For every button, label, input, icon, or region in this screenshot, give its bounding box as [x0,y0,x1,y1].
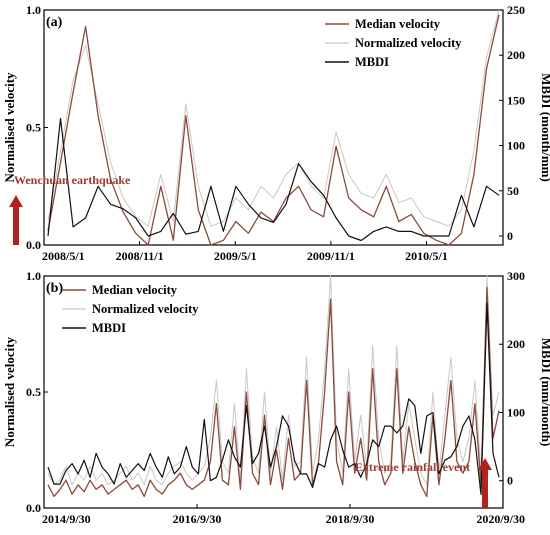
legend-label: Normalized velocity [355,36,462,50]
y2-tick-label: 200 [507,48,525,62]
x-tick-label: 2009/5/1 [214,249,257,263]
x-tick-label: 2014/9/30 [42,512,91,526]
y-tick-label: 1.0 [26,269,41,283]
y-tick-label: 0.5 [26,385,41,399]
y-tick-label: 1.0 [26,3,41,17]
panel-label: (a) [46,15,63,30]
legend-label: MBDI [355,55,389,69]
x-tick-label: 2020/9/30 [476,512,525,526]
panel-label: (b) [46,281,63,296]
y-tick-label: 0.0 [26,501,41,515]
event-arrow-shaft [13,205,19,245]
event-arrow-head [478,458,492,470]
legend-label: Normalized velocity [92,302,199,316]
x-tick-label: 2009/11/1 [307,249,355,263]
y2-tick-label: 150 [507,93,525,107]
x-tick-label: 2008/5/1 [42,249,85,263]
event-arrow-shaft [482,468,488,508]
y2-axis-title: MBDI (month/mm) [539,73,550,182]
y2-tick-label: 100 [507,405,525,419]
y2-tick-label: 0 [507,474,513,488]
x-tick-label: 2008/11/1 [116,249,164,263]
y2-tick-label: 250 [507,3,525,17]
series-line-median-velocity [47,286,500,498]
x-tick-label: 2016/9/30 [173,512,222,526]
event-annotation: Wenchuan earthquake [14,173,131,187]
y-tick-label: 0.0 [26,238,41,252]
series-line-mbdi [47,302,500,495]
y2-tick-label: 100 [507,139,525,153]
event-arrow-head [9,195,23,207]
y-axis-title: Normalised velocity [2,72,17,183]
y2-axis-title: MBDI (mm/month) [539,338,550,447]
series-line-mbdi [47,117,500,242]
y2-tick-label: 0 [507,229,513,243]
x-tick-label: 2018/9/30 [326,512,375,526]
x-tick-label: 2010/5/1 [405,249,448,263]
legend-label: Median velocity [355,17,441,31]
legend-label: Median velocity [92,283,178,297]
legend-label: MBDI [92,321,126,335]
y-tick-label: 0.5 [26,121,41,135]
event-annotation: Extreme rainfall event [355,460,470,474]
y2-tick-label: 200 [507,337,525,351]
series-line-normalized-velocity [47,9,500,227]
panel-b: 0.0 0.5 1.0 0 100 200 300 2014/9/30 2016/9/30 201… [2,269,550,526]
panel-a: 0.0 0.5 1.0 0 50 100 150 200 250 2008/5/1 2008/11/… [2,3,550,263]
y-axis-title: Normalised velocity [2,336,17,447]
y2-tick-label: 300 [507,269,525,283]
y2-tick-label: 50 [507,184,519,198]
